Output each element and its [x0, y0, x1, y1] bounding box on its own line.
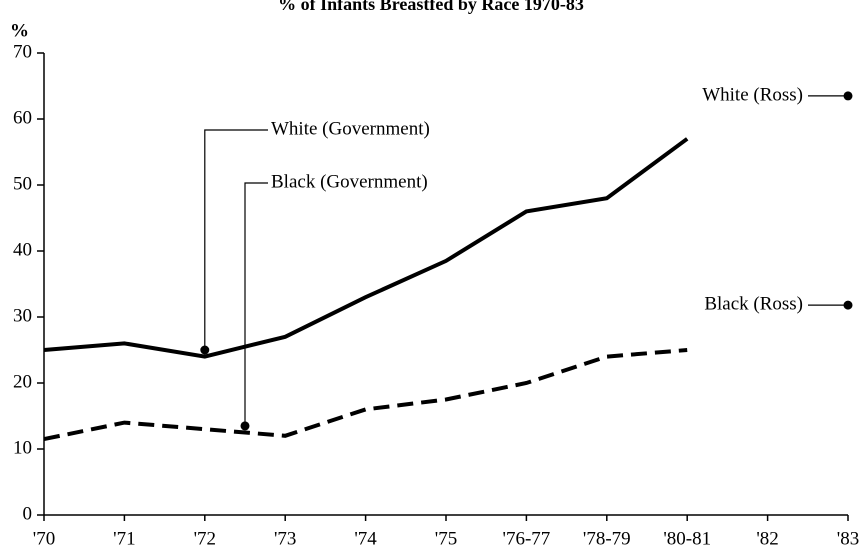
x-tick-label: '83 [837, 528, 859, 549]
series-line [43, 137, 689, 359]
x-tick-label: '78-79 [583, 528, 631, 549]
label-leader [244, 182, 268, 426]
y-tick-label: 40 [13, 239, 32, 260]
y-tick-label: 30 [13, 305, 32, 326]
x-tick-label: '74 [354, 528, 377, 549]
x-tick-label: '76-77 [503, 528, 551, 549]
y-tick-label: 20 [13, 371, 32, 392]
series-label: Black (Ross) [704, 293, 803, 314]
y-axis-label: % [10, 20, 29, 41]
series-line [43, 348, 688, 442]
series-label: White (Ross) [702, 84, 803, 105]
y-tick-label: 0 [23, 503, 33, 524]
x-tick-label: '80-81 [663, 528, 711, 549]
label-leader [204, 129, 268, 350]
x-tick-label: '73 [274, 528, 296, 549]
y-tick-label: 60 [13, 107, 32, 128]
chart-title: % of Infants Breastfed by Race 1970-83 [278, 0, 584, 14]
x-tick-label: '82 [756, 528, 778, 549]
x-tick-label: '70 [33, 528, 55, 549]
x-tick-label: '72 [194, 528, 216, 549]
series-label: White (Government) [271, 118, 430, 139]
y-tick-label: 50 [13, 173, 32, 194]
x-tick-label: '71 [113, 528, 135, 549]
series-label: Black (Government) [271, 171, 428, 192]
y-tick-label: 10 [13, 437, 32, 458]
x-tick-label: '75 [435, 528, 457, 549]
y-tick-label: 70 [13, 41, 32, 62]
